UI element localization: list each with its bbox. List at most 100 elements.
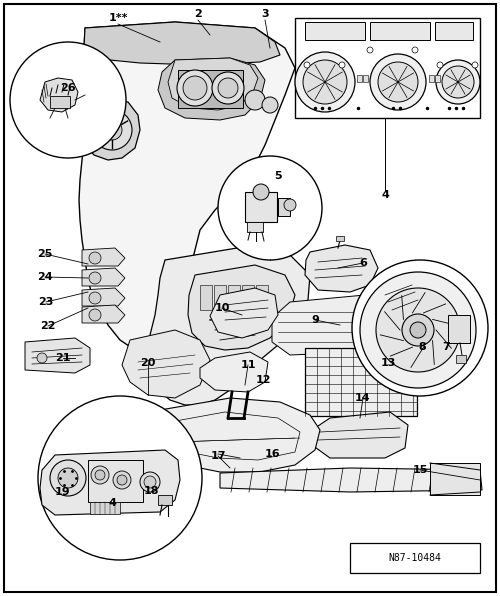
Circle shape xyxy=(303,60,347,104)
Polygon shape xyxy=(83,100,140,160)
Circle shape xyxy=(113,471,131,489)
Polygon shape xyxy=(200,352,268,392)
Text: 24: 24 xyxy=(37,272,53,282)
Text: 16: 16 xyxy=(264,449,280,459)
Text: N87-10484: N87-10484 xyxy=(388,553,442,563)
Bar xyxy=(430,463,480,495)
Polygon shape xyxy=(242,285,254,310)
Circle shape xyxy=(376,288,460,372)
Circle shape xyxy=(89,272,101,284)
Polygon shape xyxy=(122,330,210,398)
Bar xyxy=(278,198,290,216)
Circle shape xyxy=(212,72,244,104)
Circle shape xyxy=(95,470,105,480)
Polygon shape xyxy=(200,285,212,310)
Circle shape xyxy=(218,78,238,98)
Polygon shape xyxy=(79,22,295,360)
Circle shape xyxy=(442,66,474,98)
Polygon shape xyxy=(272,295,385,355)
Text: 10: 10 xyxy=(214,303,230,313)
Polygon shape xyxy=(256,285,268,310)
Text: 23: 23 xyxy=(38,297,54,307)
Circle shape xyxy=(183,76,207,100)
Bar xyxy=(429,75,434,82)
Text: 2: 2 xyxy=(194,9,202,19)
Circle shape xyxy=(89,292,101,304)
Polygon shape xyxy=(228,285,240,310)
Circle shape xyxy=(284,199,296,211)
Polygon shape xyxy=(188,265,295,350)
Bar xyxy=(435,22,473,40)
Text: 18: 18 xyxy=(144,486,159,496)
Bar xyxy=(178,70,243,108)
Circle shape xyxy=(144,476,156,488)
Bar xyxy=(350,543,480,573)
Polygon shape xyxy=(82,305,125,323)
Circle shape xyxy=(304,62,310,68)
Circle shape xyxy=(402,314,434,346)
Text: 21: 21 xyxy=(55,353,71,363)
Polygon shape xyxy=(168,58,258,110)
Circle shape xyxy=(37,353,47,363)
Text: 20: 20 xyxy=(140,358,156,368)
Polygon shape xyxy=(82,288,125,306)
Polygon shape xyxy=(82,248,125,266)
Text: 15: 15 xyxy=(412,465,428,475)
Bar xyxy=(305,348,417,416)
Text: 12: 12 xyxy=(256,375,271,385)
Bar xyxy=(245,192,277,222)
Text: 17: 17 xyxy=(210,451,226,461)
Polygon shape xyxy=(40,450,180,515)
Circle shape xyxy=(92,110,132,150)
Text: 4: 4 xyxy=(108,498,116,508)
Polygon shape xyxy=(82,268,125,286)
Circle shape xyxy=(472,62,478,68)
Text: 22: 22 xyxy=(40,321,56,331)
Circle shape xyxy=(10,42,126,158)
Circle shape xyxy=(117,475,127,485)
Bar xyxy=(448,315,470,343)
Text: 3: 3 xyxy=(261,9,269,19)
Text: 13: 13 xyxy=(380,358,396,368)
Polygon shape xyxy=(210,288,278,338)
Polygon shape xyxy=(40,78,78,112)
Circle shape xyxy=(367,47,373,53)
Circle shape xyxy=(436,60,480,104)
Circle shape xyxy=(410,322,426,338)
Text: 25: 25 xyxy=(38,249,52,259)
Circle shape xyxy=(38,396,202,560)
Circle shape xyxy=(89,252,101,264)
Text: 19: 19 xyxy=(54,487,70,497)
Bar xyxy=(305,22,365,40)
Bar xyxy=(456,355,466,363)
Text: 11: 11 xyxy=(240,360,256,370)
Text: 1**: 1** xyxy=(108,13,128,23)
Text: 9: 9 xyxy=(311,315,319,325)
Circle shape xyxy=(245,90,265,110)
Text: 5: 5 xyxy=(274,171,282,181)
Circle shape xyxy=(437,62,443,68)
Polygon shape xyxy=(158,58,265,120)
Circle shape xyxy=(412,47,418,53)
Circle shape xyxy=(91,466,109,484)
Circle shape xyxy=(102,120,122,140)
Circle shape xyxy=(262,97,278,113)
Circle shape xyxy=(89,309,101,321)
Text: 14: 14 xyxy=(355,393,371,403)
Circle shape xyxy=(253,184,269,200)
Circle shape xyxy=(58,468,78,488)
Circle shape xyxy=(50,460,86,496)
Circle shape xyxy=(177,70,213,106)
Circle shape xyxy=(360,272,476,388)
Text: 8: 8 xyxy=(418,342,426,352)
Polygon shape xyxy=(148,245,310,405)
Text: 26: 26 xyxy=(60,83,76,93)
Circle shape xyxy=(370,54,426,110)
Circle shape xyxy=(218,156,322,260)
Polygon shape xyxy=(220,468,482,492)
Bar xyxy=(370,22,430,40)
Polygon shape xyxy=(214,285,226,310)
Bar xyxy=(90,502,120,514)
Bar xyxy=(363,75,368,82)
Polygon shape xyxy=(25,338,90,373)
